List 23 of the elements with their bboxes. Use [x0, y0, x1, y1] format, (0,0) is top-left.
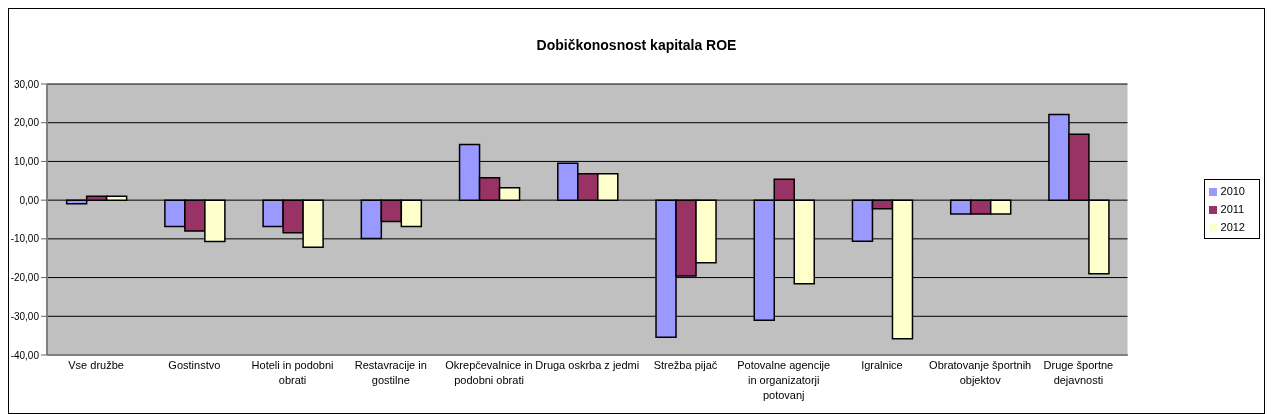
chart-title: Dobičkonosnost kapitala ROE: [535, 37, 738, 53]
x-tick-label: Obratovanje športnih objektov: [929, 359, 1032, 386]
x-tick-label: Strežba pijač: [653, 359, 718, 371]
legend-label: 2012: [1220, 221, 1245, 233]
y-tick-label: -30,00: [10, 310, 40, 322]
x-tick-label: Okrepčevalnice in podobni obrati: [445, 359, 533, 386]
x-tick-label: Potovalne agencije in organizatorji potovanj: [737, 359, 831, 401]
y-tick-label: -40,00: [10, 349, 40, 361]
x-tick-label: Gostinstvo: [168, 359, 221, 371]
x-tick-label: Vse družbe: [68, 359, 124, 371]
x-tick-label: Druge športne dejavnosti: [1043, 359, 1114, 386]
legend-label: 2011: [1220, 203, 1245, 215]
legend-label: 2010: [1220, 185, 1245, 197]
x-tick-label: Druga oskrba z jedmi: [535, 359, 640, 371]
y-tick-label: 10,00: [13, 155, 40, 167]
x-tick-label: Hoteli in podobni obrati: [251, 359, 334, 386]
x-tick-label: Restavracije in gostilne: [354, 359, 427, 386]
y-tick-label: -20,00: [10, 272, 40, 284]
y-tick-label: 0,00: [19, 194, 40, 206]
x-tick-label: Igralnice: [861, 359, 903, 371]
y-tick-label: 20,00: [13, 117, 40, 129]
y-tick-label: 30,00: [13, 78, 40, 90]
y-tick-label: -10,00: [10, 233, 40, 245]
